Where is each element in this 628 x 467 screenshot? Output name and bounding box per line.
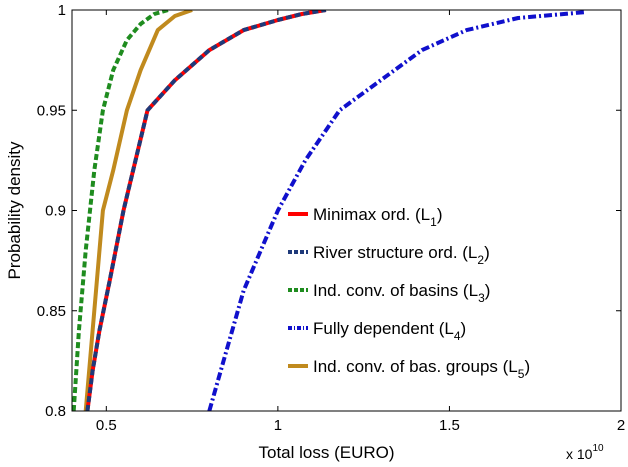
- series-line-L2: [85, 10, 327, 411]
- x-tick-label: 0.5: [96, 417, 117, 434]
- series-line-L4: [207, 10, 587, 411]
- series-line-L3: [72, 10, 169, 411]
- x-axis-label: Total loss (EURO): [258, 443, 394, 462]
- x-axis-multiplier: x 1010: [566, 443, 604, 462]
- y-tick-label: 0.95: [37, 102, 66, 119]
- y-tick-label: 0.8: [45, 403, 66, 420]
- legend: Minimax ord. (L1) River structure ord. (L…: [288, 205, 530, 381]
- y-tick-label: 1: [58, 2, 66, 19]
- x-tick-label: 1: [274, 417, 282, 434]
- legend-entry-L4: Fully dependent (L4): [313, 319, 466, 343]
- series-layer: [72, 10, 587, 411]
- x-tick-label: 2: [617, 417, 625, 434]
- legend-entry-L5: Ind. conv. of bas. groups (L5): [313, 357, 530, 381]
- x-multiplier-exponent: 10: [592, 443, 604, 454]
- legend-entry-L2: River structure ord. (L2): [313, 243, 490, 267]
- y-tick-label: 0.9: [45, 203, 66, 220]
- x-multiplier-base: x 10: [566, 446, 593, 462]
- y-tick-label: 0.85: [37, 303, 66, 320]
- y-axis-label: Probability density: [5, 141, 24, 279]
- ticks-layer: 0.5 1 1.5 2 0.8 0.85 0.9 0.95 1: [37, 2, 625, 434]
- legend-entry-L3: Ind. conv. of basins (L3): [313, 281, 490, 305]
- series-line-L5: [83, 10, 193, 411]
- legend-entry-L1: Minimax ord. (L1): [313, 205, 443, 229]
- x-tick-label: 1.5: [439, 417, 460, 434]
